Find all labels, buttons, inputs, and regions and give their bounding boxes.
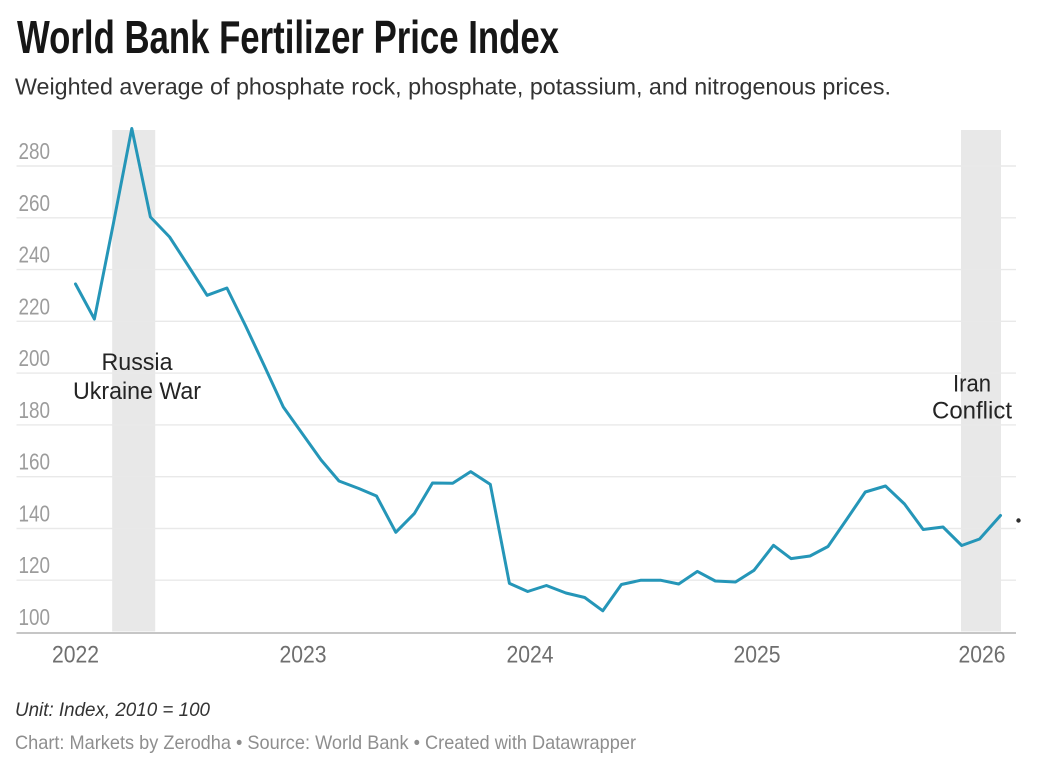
svg-text:2023: 2023 xyxy=(280,642,327,669)
svg-text:Unit: Index, 2010 = 100: Unit: Index, 2010 = 100 xyxy=(15,699,210,721)
svg-text:240: 240 xyxy=(19,242,51,268)
svg-text:280: 280 xyxy=(19,138,51,164)
svg-text:2025: 2025 xyxy=(734,642,781,669)
svg-text:2024: 2024 xyxy=(507,642,554,669)
svg-text:World Bank Fertilizer Price In: World Bank Fertilizer Price Index xyxy=(17,11,559,63)
svg-text:100: 100 xyxy=(19,604,51,630)
svg-text:Iran: Iran xyxy=(953,371,991,398)
svg-text:160: 160 xyxy=(19,449,51,475)
svg-text:120: 120 xyxy=(19,552,51,578)
svg-text:2022: 2022 xyxy=(52,642,99,669)
svg-text:220: 220 xyxy=(19,293,51,319)
svg-text:Russia: Russia xyxy=(102,349,174,376)
svg-text:180: 180 xyxy=(19,397,51,423)
svg-text:140: 140 xyxy=(19,501,51,527)
svg-text:Chart: Markets by Zerodha • So: Chart: Markets by Zerodha • Source: Worl… xyxy=(15,732,636,754)
svg-text:2026: 2026 xyxy=(959,642,1006,669)
svg-text:Conflict: Conflict xyxy=(932,398,1012,425)
svg-text:Weighted average of phosphate: Weighted average of phosphate rock, phos… xyxy=(15,74,891,100)
svg-text:200: 200 xyxy=(19,345,51,371)
svg-text:260: 260 xyxy=(19,190,51,216)
svg-text:Ukraine War: Ukraine War xyxy=(73,378,201,405)
